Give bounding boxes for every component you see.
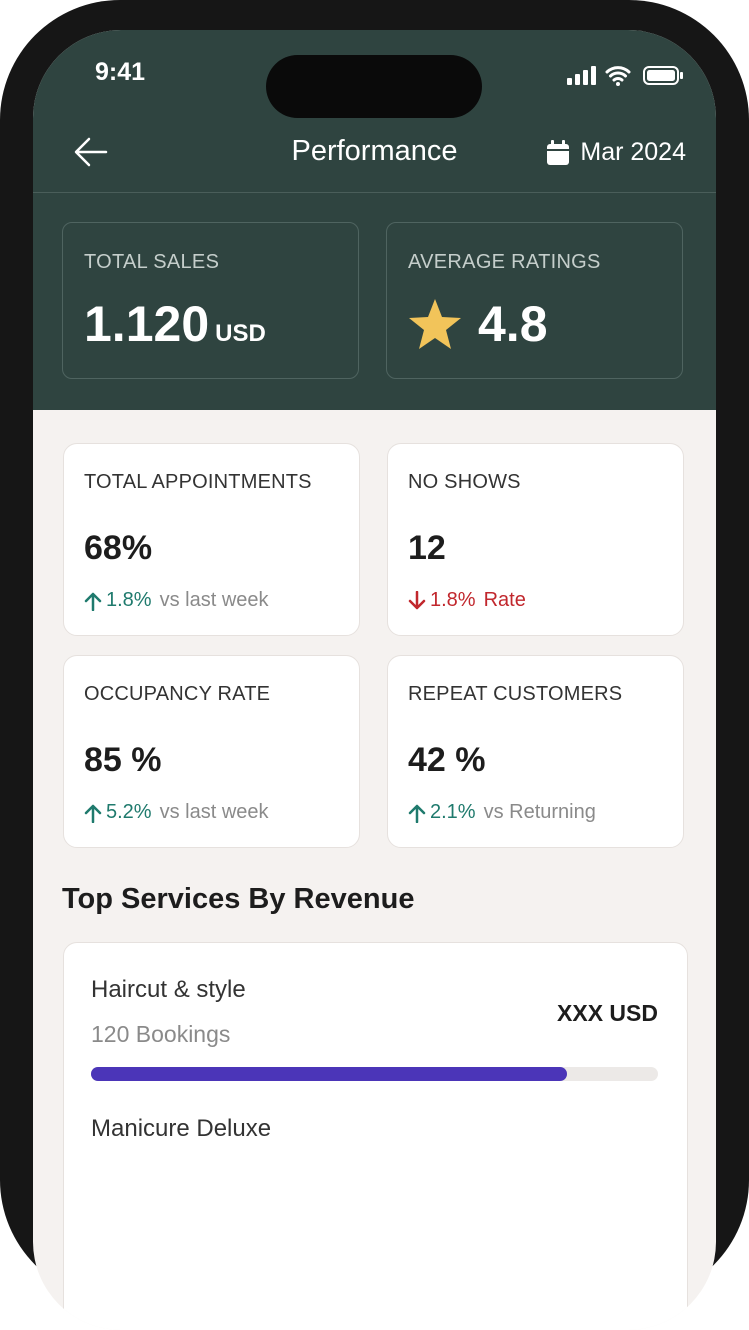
summary-label: TOTAL SALES xyxy=(84,251,220,273)
metric-value: 85 % xyxy=(84,741,162,779)
divider xyxy=(33,192,716,193)
status-time: 9:41 xyxy=(95,58,146,86)
change-value: 1.8% xyxy=(106,589,152,611)
back-button[interactable] xyxy=(73,134,109,170)
metric-value: 42 % xyxy=(408,741,486,779)
value: 1.120 xyxy=(84,296,210,352)
service-revenue: XXX USD xyxy=(557,1000,658,1026)
metric-change: 2.1% vs Returning xyxy=(408,801,596,824)
change-note: vs Returning xyxy=(483,801,596,823)
trend-arrow xyxy=(84,804,102,823)
summary-card: AVERAGE RATINGS 4.8 xyxy=(386,222,683,379)
service-name: Manicure Deluxe xyxy=(91,1115,272,1142)
metric-label: NO SHOWS xyxy=(408,471,521,493)
trend-arrow xyxy=(408,590,426,609)
metric-value: 68% xyxy=(84,529,153,567)
status-icons xyxy=(567,66,683,86)
trend-arrow xyxy=(84,592,102,611)
service-name: Haircut & style xyxy=(91,976,246,1003)
metric-label: REPEAT CUSTOMERS xyxy=(408,683,623,705)
progress-track xyxy=(91,1067,658,1081)
change-note: Rate xyxy=(483,589,526,611)
metric-card: NO SHOWS 12 1.8% Rate xyxy=(387,443,684,636)
summary-label: AVERAGE RATINGS xyxy=(408,251,601,273)
change-value: 1.8% xyxy=(430,589,476,611)
date-label: Mar 2024 xyxy=(580,138,686,166)
metric-change: 1.8% vs last week xyxy=(84,589,269,612)
summary-value: 1.120 USD xyxy=(84,295,266,353)
metric-card: OCCUPANCY RATE 85 % 5.2% vs last week xyxy=(63,655,360,848)
page-title: Performance xyxy=(291,135,458,167)
metric-label: TOTAL APPOINTMENTS xyxy=(84,471,312,493)
dynamic-island xyxy=(266,55,482,118)
metric-change: 1.8% Rate xyxy=(408,589,526,612)
star-icon xyxy=(409,299,461,349)
summary-value: 4.8 xyxy=(408,295,548,353)
metric-value: 12 xyxy=(408,529,446,567)
service-bookings: 120 Bookings xyxy=(91,1021,231,1047)
metric-change: 5.2% vs last week xyxy=(84,801,269,824)
metric-card: REPEAT CUSTOMERS 42 % 2.1% vs Returning xyxy=(387,655,684,848)
change-value: 5.2% xyxy=(106,801,152,823)
metric-label: OCCUPANCY RATE xyxy=(84,683,271,705)
change-value: 2.1% xyxy=(430,801,476,823)
change-note: vs last week xyxy=(159,589,269,611)
services-card: Haircut & style 120 Bookings XXX USD Man… xyxy=(63,942,688,1330)
trend-arrow xyxy=(408,804,426,823)
progress-bar xyxy=(91,1067,568,1081)
screen: 9:41 Performance Mar 2024 TOTAL SALES 1.… xyxy=(33,30,716,1330)
change-note: vs last week xyxy=(159,801,269,823)
calendar-icon xyxy=(547,139,570,165)
metric-card: TOTAL APPOINTMENTS 68% 1.8% vs last week xyxy=(63,443,360,636)
summary-card: TOTAL SALES 1.120 USD xyxy=(62,222,359,379)
value: 4.8 xyxy=(478,296,548,352)
unit: USD xyxy=(215,320,266,347)
date-picker[interactable]: Mar 2024 xyxy=(546,138,686,167)
section-title: Top Services By Revenue xyxy=(62,883,415,915)
